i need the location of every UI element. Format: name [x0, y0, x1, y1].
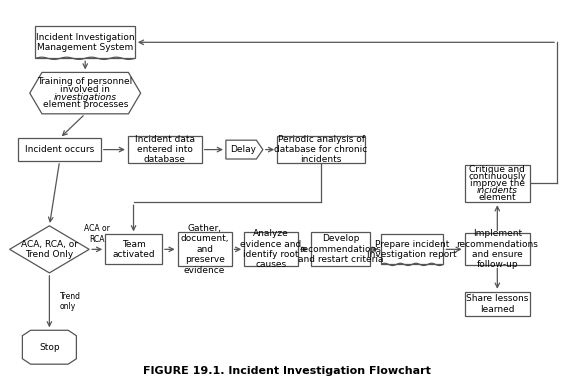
Text: continuously: continuously: [468, 172, 526, 181]
Text: investigations: investigations: [53, 92, 117, 102]
Text: Incident Investigation
Management System: Incident Investigation Management System: [36, 32, 134, 52]
Text: incidents: incidents: [477, 186, 518, 195]
Text: improve the: improve the: [470, 179, 525, 188]
Text: Training of personnel: Training of personnel: [37, 77, 133, 86]
FancyBboxPatch shape: [128, 136, 201, 163]
Text: ACA, RCA, or
Trend Only: ACA, RCA, or Trend Only: [21, 240, 78, 259]
FancyBboxPatch shape: [18, 138, 101, 161]
Text: ACA or
RCA: ACA or RCA: [84, 224, 110, 244]
FancyBboxPatch shape: [464, 233, 530, 265]
Text: element processes: element processes: [42, 100, 128, 109]
Text: element: element: [479, 193, 516, 202]
Text: Team
activated: Team activated: [112, 240, 155, 259]
FancyBboxPatch shape: [311, 232, 370, 266]
FancyBboxPatch shape: [277, 136, 365, 163]
Text: Delay: Delay: [230, 145, 257, 154]
FancyBboxPatch shape: [381, 234, 443, 264]
Polygon shape: [226, 140, 263, 159]
Text: Analyze
evidence and
identify root
causes: Analyze evidence and identify root cause…: [241, 229, 302, 269]
Text: FIGURE 19.1. Incident Investigation Flowchart: FIGURE 19.1. Incident Investigation Flow…: [143, 366, 431, 376]
Text: Share lessons
learned: Share lessons learned: [466, 294, 529, 314]
FancyBboxPatch shape: [464, 165, 530, 202]
FancyBboxPatch shape: [177, 232, 231, 266]
Text: Periodic analysis of
database for chronic
incidents: Periodic analysis of database for chroni…: [274, 135, 368, 165]
Polygon shape: [10, 226, 89, 273]
Text: involved in: involved in: [60, 85, 110, 94]
Text: Critique and: Critique and: [470, 165, 525, 175]
Text: Trend
only: Trend only: [60, 292, 80, 311]
Text: Prepare incident
investigation report: Prepare incident investigation report: [367, 240, 457, 259]
Polygon shape: [30, 73, 141, 114]
Text: Gather,
document,
and
preserve
evidence: Gather, document, and preserve evidence: [180, 224, 229, 275]
FancyBboxPatch shape: [105, 234, 162, 264]
Text: Incident occurs: Incident occurs: [25, 145, 94, 154]
FancyBboxPatch shape: [36, 26, 135, 58]
FancyBboxPatch shape: [244, 232, 298, 266]
Text: Implement
recommendations
and ensure
follow-up: Implement recommendations and ensure fol…: [456, 229, 538, 269]
Text: Develop
recommendations
and restart criteria: Develop recommendations and restart crit…: [298, 235, 383, 264]
Text: Stop: Stop: [39, 343, 60, 352]
Text: Incident data
entered into
database: Incident data entered into database: [135, 135, 195, 165]
FancyBboxPatch shape: [464, 292, 530, 316]
Polygon shape: [22, 330, 76, 364]
